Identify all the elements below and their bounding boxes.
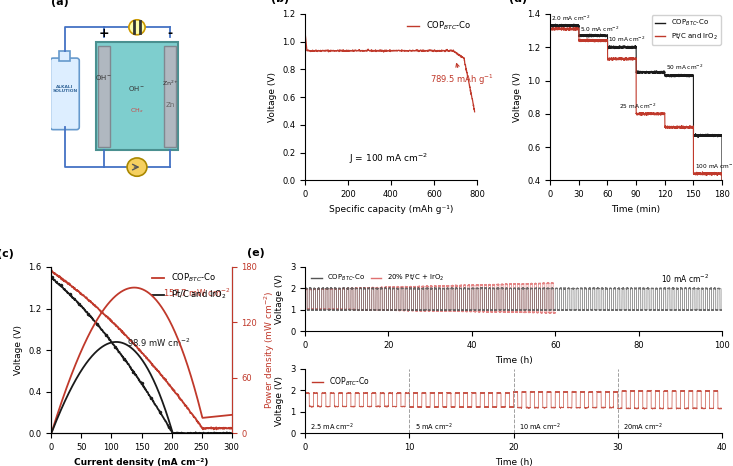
Text: (e): (e): [247, 248, 265, 258]
COP$_{BTC}$-Co: [212, 426, 221, 432]
Pt/C and IrO$_2$: [134, 376, 143, 382]
Pt/C and IrO$_2$: [48, 274, 56, 280]
Line: COP$_{BTC}$-Co: COP$_{BTC}$-Co: [52, 271, 232, 429]
Text: OH$^-$: OH$^-$: [95, 73, 112, 82]
Pt/C and IrO$_2$: [145, 392, 154, 398]
COP$_{BTC}$-Co: [134, 346, 143, 352]
Y-axis label: Power density (mW cm$^{-2}$): Power density (mW cm$^{-2}$): [263, 291, 277, 409]
Text: 789.5 mAh g$^{-1}$: 789.5 mAh g$^{-1}$: [430, 63, 493, 87]
Y-axis label: Voltage (V): Voltage (V): [276, 274, 284, 324]
Text: 98.9 mW cm$^{-2}$: 98.9 mW cm$^{-2}$: [127, 336, 191, 349]
Text: 25 mA cm$^{-2}$: 25 mA cm$^{-2}$: [619, 102, 657, 111]
X-axis label: Time (h): Time (h): [495, 356, 532, 365]
COP$_{BTC}$-Co: [48, 268, 56, 274]
Text: 10 mA cm$^{-2}$: 10 mA cm$^{-2}$: [608, 34, 646, 44]
X-axis label: Current density (mA cm⁻²): Current density (mA cm⁻²): [74, 458, 209, 466]
Pt/C and IrO$_2$: [155, 408, 163, 413]
Legend: COP$_{BTC}$-Co: COP$_{BTC}$-Co: [309, 373, 374, 391]
Text: (c): (c): [0, 249, 14, 259]
Pt/C and IrO$_2$: [227, 431, 236, 437]
COP$_{BTC}$-Co: [227, 425, 236, 431]
Legend: COP$_{BTC}$-Co, Pt/C and IrO$_2$: COP$_{BTC}$-Co, Pt/C and IrO$_2$: [652, 15, 721, 45]
Text: OH$^-$: OH$^-$: [128, 84, 146, 93]
Text: 50 mA cm$^{-2}$: 50 mA cm$^{-2}$: [666, 62, 704, 72]
Text: 5 mA cm$^{-2}$: 5 mA cm$^{-2}$: [414, 422, 452, 433]
Y-axis label: Voltage (V): Voltage (V): [276, 376, 284, 426]
Bar: [97, 46, 109, 147]
Text: (b): (b): [270, 0, 289, 4]
Legend: COP$_{BTC}$-Co, Pt/C and IrO$_2$: COP$_{BTC}$-Co, Pt/C and IrO$_2$: [148, 268, 230, 304]
Text: 20mA cm$^{-2}$: 20mA cm$^{-2}$: [623, 422, 663, 433]
COP$_{BTC}$-Co: [133, 345, 141, 350]
X-axis label: Time (h): Time (h): [495, 458, 532, 466]
Text: CH$_x$: CH$_x$: [130, 107, 144, 116]
Legend: COP$_{BTC}$-Co, 20% Pt/C + IrO$_2$: COP$_{BTC}$-Co, 20% Pt/C + IrO$_2$: [309, 270, 447, 286]
Y-axis label: Voltage (V): Voltage (V): [512, 72, 522, 122]
Pt/C and IrO$_2$: [195, 430, 204, 436]
Line: Pt/C and IrO$_2$: Pt/C and IrO$_2$: [52, 277, 232, 434]
Text: 157.7 mW cm$^{-2}$: 157.7 mW cm$^{-2}$: [163, 287, 231, 299]
Text: J = 100 mA cm$^{-2}$: J = 100 mA cm$^{-2}$: [350, 152, 428, 166]
Pt/C and IrO$_2$: [180, 432, 189, 437]
Text: 5.0 mA cm$^{-2}$: 5.0 mA cm$^{-2}$: [580, 24, 619, 34]
FancyBboxPatch shape: [51, 58, 79, 130]
Text: (a): (a): [51, 0, 69, 7]
Text: 10 mA cm$^{-2}$: 10 mA cm$^{-2}$: [661, 272, 710, 285]
Bar: [164, 46, 176, 147]
X-axis label: Specific capacity (mAh g⁻¹): Specific capacity (mAh g⁻¹): [329, 205, 453, 214]
COP$_{BTC}$-Co: [195, 421, 204, 427]
COP$_{BTC}$-Co: [224, 425, 232, 431]
Text: 100 mA cm$^{-2}$: 100 mA cm$^{-2}$: [696, 162, 733, 171]
FancyBboxPatch shape: [97, 42, 177, 151]
Pt/C and IrO$_2$: [133, 375, 141, 380]
Text: ALKALI
SOLUTION: ALKALI SOLUTION: [52, 84, 78, 93]
Text: (d): (d): [509, 0, 527, 4]
FancyBboxPatch shape: [59, 51, 70, 61]
Text: +: +: [98, 27, 109, 40]
Circle shape: [127, 158, 147, 176]
Text: Zn$^{2+}$: Zn$^{2+}$: [162, 78, 179, 88]
COP$_{BTC}$-Co: [145, 358, 154, 363]
Text: 2.5 mA cm$^{-2}$: 2.5 mA cm$^{-2}$: [310, 422, 355, 433]
Y-axis label: Voltage (V): Voltage (V): [268, 72, 276, 122]
Y-axis label: Voltage (V): Voltage (V): [14, 325, 23, 375]
COP$_{BTC}$-Co: [155, 370, 163, 375]
Legend: COP$_{BTC}$-Co: COP$_{BTC}$-Co: [403, 16, 474, 35]
Circle shape: [129, 20, 145, 35]
X-axis label: Time (min): Time (min): [611, 205, 660, 214]
Text: 2.0 mA cm$^{-2}$: 2.0 mA cm$^{-2}$: [551, 14, 591, 23]
Text: -: -: [168, 27, 173, 40]
Text: 10 mA cm$^{-2}$: 10 mA cm$^{-2}$: [519, 422, 561, 433]
Text: Zn: Zn: [166, 102, 175, 108]
Pt/C and IrO$_2$: [224, 430, 232, 436]
